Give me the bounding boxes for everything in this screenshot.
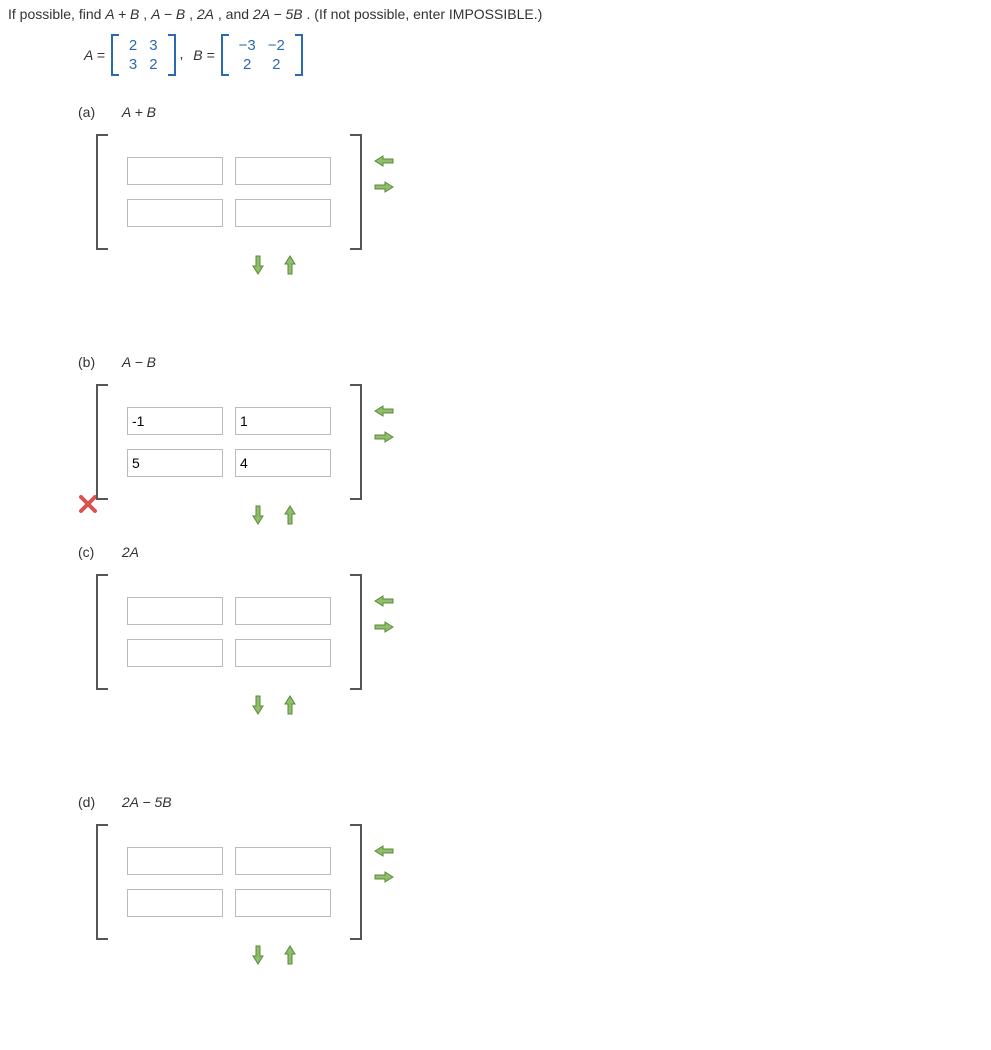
answer-matrix-a [96,134,362,250]
matrix-b: B = −3 −2 2 2 [187,34,303,76]
row-controls-c [96,696,983,714]
part-c-label: (c) 2A [78,544,983,560]
question-text: If possible, find A + B , A − B , 2A , a… [8,6,983,22]
answer-cell-a-1-1[interactable] [235,199,331,227]
bracket-left [96,384,108,500]
matrix-b-cell: −2 [262,36,291,55]
row-controls-a [96,256,983,274]
row-controls-d [96,946,983,964]
answer-cell-d-1-1[interactable] [235,889,331,917]
bracket-left [96,824,108,940]
bracket-right [350,574,362,690]
part-b-letter: (b) [78,354,118,370]
bracket-right [295,34,303,76]
answer-cell-d-0-1[interactable] [235,847,331,875]
add-col-button[interactable] [372,428,396,446]
question-sep-3: , and [218,6,253,22]
bracket-left [96,134,108,250]
bracket-right [350,824,362,940]
matrix-b-cell: −3 [233,36,262,55]
question-sep-1: , [143,6,151,22]
remove-row-button[interactable] [278,946,302,964]
question-sep-2: , [189,6,197,22]
matrix-a-body: 2 3 3 2 [119,34,168,76]
remove-col-button[interactable] [372,402,396,420]
part-a: (a) A + B [78,104,983,274]
answer-cell-b-1-0[interactable] [127,449,223,477]
add-row-button[interactable] [246,946,270,964]
matrix-a-cell: 2 [143,55,163,74]
col-controls-b [372,384,396,446]
bracket-right [350,134,362,250]
matrix-b-label: B = [193,47,214,63]
add-col-button[interactable] [372,868,396,886]
answer-cell-b-0-0[interactable] [127,407,223,435]
answer-cell-c-0-1[interactable] [235,597,331,625]
matrix-b-body: −3 −2 2 2 [229,34,295,76]
remove-col-button[interactable] [372,152,396,170]
bracket-left [111,34,119,76]
matrix-b-cell: 2 [233,55,262,74]
matrix-a-label: A = [84,47,105,63]
part-d-letter: (d) [78,794,118,810]
remove-col-button[interactable] [372,842,396,860]
answer-cell-d-0-0[interactable] [127,847,223,875]
answer-cell-d-1-0[interactable] [127,889,223,917]
part-c-letter: (c) [78,544,118,560]
add-row-button[interactable] [246,696,270,714]
col-controls-c [372,574,396,636]
part-c: (c) 2A [78,544,983,714]
bracket-right [350,384,362,500]
answer-cell-a-0-0[interactable] [127,157,223,185]
answer-matrix-b [96,384,362,500]
answer-cell-a-0-1[interactable] [235,157,331,185]
part-a-label: (a) A + B [78,104,983,120]
remove-row-button[interactable] [278,506,302,524]
given-matrices: A = 2 3 3 2 , B = −3 −2 [78,34,983,76]
matrix-b-cell: 2 [262,55,291,74]
part-b-expr: A − B [122,354,156,370]
part-d-label: (d) 2A − 5B [78,794,983,810]
col-controls-a [372,134,396,196]
question-expr-3: 2A [197,6,214,22]
col-controls-d [372,824,396,886]
answer-cell-c-1-1[interactable] [235,639,331,667]
matrix-comma: , [179,46,183,62]
question-expr-2: A − B [151,6,185,22]
question-suffix: . (If not possible, enter IMPOSSIBLE.) [307,6,543,22]
matrix-a-cell: 2 [123,36,143,55]
answer-cell-c-1-0[interactable] [127,639,223,667]
matrix-a-cell: 3 [143,36,163,55]
matrix-a-cell: 3 [123,55,143,74]
question-expr-1: A + B [105,6,139,22]
remove-row-button[interactable] [278,696,302,714]
bracket-left [96,574,108,690]
answer-cell-c-0-0[interactable] [127,597,223,625]
bracket-left [221,34,229,76]
remove-row-button[interactable] [278,256,302,274]
add-row-button[interactable] [246,256,270,274]
matrix-a: A = 2 3 3 2 [78,34,176,76]
add-row-button[interactable] [246,506,270,524]
part-a-letter: (a) [78,104,118,120]
part-c-expr: 2A [122,544,139,560]
answer-matrix-c [96,574,362,690]
part-b-label: (b) A − B [78,354,983,370]
part-d-expr: 2A − 5B [122,794,172,810]
part-d: (d) 2A − 5B [78,794,983,964]
add-col-button[interactable] [372,178,396,196]
bracket-right [168,34,176,76]
answer-cell-a-1-0[interactable] [127,199,223,227]
remove-col-button[interactable] [372,592,396,610]
part-a-expr: A + B [122,104,156,120]
answer-matrix-d [96,824,362,940]
answer-cell-b-1-1[interactable] [235,449,331,477]
add-col-button[interactable] [372,618,396,636]
question-expr-4: 2A − 5B [253,6,303,22]
question-prefix: If possible, find [8,6,105,22]
answer-cell-b-0-1[interactable] [235,407,331,435]
